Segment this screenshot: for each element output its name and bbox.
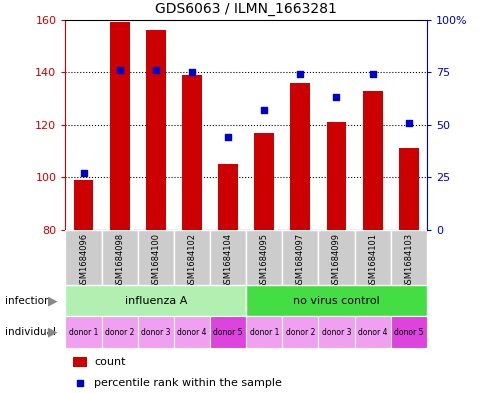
Text: donor 1: donor 1 (69, 328, 98, 336)
Bar (146, 30, 166, 230)
Point (76, 380, 84, 386)
Point (368, 71, 376, 77)
Text: GSM1684097: GSM1684097 (295, 233, 304, 289)
Bar (102, 230, 137, 285)
Bar (362, 91, 382, 230)
Bar (210, 316, 245, 348)
Text: donor 5: donor 5 (393, 328, 423, 336)
Point (404, 119, 412, 126)
Text: donor 5: donor 5 (213, 328, 242, 336)
Text: GSM1684098: GSM1684098 (115, 233, 124, 289)
Text: infection: infection (5, 296, 50, 306)
Bar (326, 122, 346, 230)
Bar (73, 357, 87, 367)
Bar (318, 316, 354, 348)
Bar (218, 164, 238, 230)
Text: donor 3: donor 3 (321, 328, 350, 336)
Text: donor 3: donor 3 (141, 328, 170, 336)
Bar (65, 230, 102, 285)
Bar (182, 75, 201, 230)
Bar (245, 230, 282, 285)
Point (151, 67, 159, 73)
Text: count: count (94, 357, 126, 367)
Title: GDS6063 / ILMN_1663281: GDS6063 / ILMN_1663281 (155, 2, 336, 16)
Text: percentile rank within the sample: percentile rank within the sample (94, 378, 282, 388)
Bar (354, 230, 390, 285)
Text: influenza A: influenza A (124, 296, 187, 306)
Text: individual: individual (5, 327, 56, 337)
Bar (318, 230, 354, 285)
Text: GSM1684104: GSM1684104 (223, 233, 232, 288)
Point (188, 69, 196, 75)
Text: donor 2: donor 2 (285, 328, 315, 336)
Text: donor 2: donor 2 (105, 328, 134, 336)
Text: no virus control: no virus control (292, 296, 379, 306)
Text: GSM1684096: GSM1684096 (79, 233, 88, 289)
Text: ▶: ▶ (47, 325, 57, 339)
Point (79, 170, 87, 176)
Bar (210, 230, 245, 285)
Bar (74, 180, 93, 230)
Bar (282, 230, 318, 285)
Text: GSM1684103: GSM1684103 (403, 233, 412, 289)
Point (116, 67, 123, 73)
Text: donor 1: donor 1 (249, 328, 278, 336)
Bar (137, 316, 173, 348)
Text: GSM1684102: GSM1684102 (187, 233, 196, 288)
Bar (390, 230, 426, 285)
Bar (398, 149, 418, 230)
Bar (290, 83, 310, 230)
Bar (65, 285, 245, 316)
Point (260, 107, 268, 113)
Bar (245, 316, 282, 348)
Point (296, 71, 303, 77)
Text: GSM1684095: GSM1684095 (259, 233, 268, 288)
Bar (109, 22, 129, 230)
Bar (354, 316, 390, 348)
Bar (173, 316, 210, 348)
Text: donor 4: donor 4 (357, 328, 387, 336)
Bar (245, 285, 426, 316)
Bar (282, 316, 318, 348)
Bar (102, 316, 137, 348)
Text: GSM1684100: GSM1684100 (151, 233, 160, 288)
Bar (254, 133, 273, 230)
Point (224, 134, 231, 141)
Bar (65, 316, 102, 348)
Text: ▶: ▶ (47, 294, 57, 307)
Text: donor 4: donor 4 (177, 328, 206, 336)
Bar (390, 316, 426, 348)
Bar (137, 230, 173, 285)
Text: GSM1684099: GSM1684099 (331, 233, 340, 288)
Bar (173, 230, 210, 285)
Text: GSM1684101: GSM1684101 (367, 233, 377, 288)
Point (332, 94, 340, 101)
